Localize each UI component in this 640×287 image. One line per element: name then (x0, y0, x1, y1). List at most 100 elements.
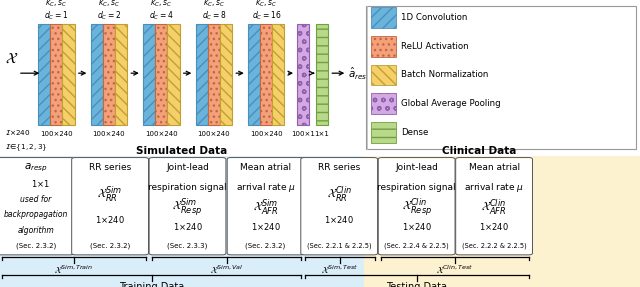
Bar (220, 24, 232, 125)
Text: $1{\times}240$: $1{\times}240$ (251, 221, 280, 232)
Text: $\mathcal{X}^{Clin,Test}$: $\mathcal{X}^{Clin,Test}$ (436, 264, 474, 275)
Bar (371, 122, 396, 143)
Text: Clinical Data: Clinical Data (442, 146, 516, 156)
Text: 100×240: 100×240 (250, 131, 282, 137)
Text: arrival rate $\mu$: arrival rate $\mu$ (236, 181, 296, 194)
FancyBboxPatch shape (227, 158, 304, 255)
Text: $a_{resp}$: $a_{resp}$ (24, 162, 48, 174)
Text: Testing Data: Testing Data (386, 282, 447, 287)
Text: (Sec. 2.2.4 & 2.2.5): (Sec. 2.2.4 & 2.2.5) (384, 243, 449, 249)
Text: $\mathcal{X}^{Sim,Test}$: $\mathcal{X}^{Sim,Test}$ (321, 264, 358, 275)
Text: algorithm: algorithm (17, 226, 54, 235)
Text: (Sec. 2.3.2): (Sec. 2.3.2) (246, 243, 285, 249)
Text: Joint-lead: Joint-lead (396, 163, 438, 172)
Bar (371, 7, 396, 28)
FancyBboxPatch shape (378, 158, 455, 255)
Bar (143, 24, 155, 125)
Text: $1{\times}240$: $1{\times}240$ (324, 214, 354, 225)
Bar (115, 24, 127, 125)
Text: Batch Normalization: Batch Normalization (401, 71, 489, 79)
Text: $k_C, s_C$: $k_C, s_C$ (203, 0, 225, 9)
Text: used for: used for (20, 195, 51, 203)
Text: 100×240: 100×240 (198, 131, 230, 137)
Bar (38, 24, 51, 125)
Bar (207, 24, 220, 125)
Text: Mean atrial: Mean atrial (468, 163, 520, 172)
Text: $\mathcal{X}_{AFR}^{Sim}$: $\mathcal{X}_{AFR}^{Sim}$ (253, 197, 278, 217)
Text: 100×1: 100×1 (291, 131, 316, 137)
Text: $k_C, s_C$: $k_C, s_C$ (255, 0, 277, 9)
Text: $\mathcal{I}{\times}240$: $\mathcal{I}{\times}240$ (5, 128, 31, 137)
Bar (297, 24, 310, 125)
Text: $\mathcal{I}\!\in\!\{1,2,3\}$: $\mathcal{I}\!\in\!\{1,2,3\}$ (5, 142, 48, 153)
Text: arrival rate $\mu$: arrival rate $\mu$ (464, 181, 524, 194)
Text: $1{\times}240$: $1{\times}240$ (402, 221, 431, 232)
Bar (260, 24, 273, 125)
Text: Training Data: Training Data (119, 282, 184, 287)
Text: $d_C = 8$: $d_C = 8$ (202, 9, 226, 22)
Text: $\mathcal{X}_{RR}^{Clin}$: $\mathcal{X}_{RR}^{Clin}$ (326, 184, 352, 203)
Text: 100×240: 100×240 (93, 131, 125, 137)
Text: $d_C = 1$: $d_C = 1$ (44, 9, 68, 22)
Text: Joint-lead: Joint-lead (166, 163, 209, 172)
Bar (364, 156, 640, 287)
Text: (Sec. 2.2.1 & 2.2.5): (Sec. 2.2.1 & 2.2.5) (307, 243, 371, 249)
Text: Simulated Data: Simulated Data (136, 146, 227, 156)
FancyBboxPatch shape (301, 158, 378, 255)
Text: (Sec. 2.3.2): (Sec. 2.3.2) (90, 243, 130, 249)
Text: Dense: Dense (401, 128, 429, 137)
FancyBboxPatch shape (0, 158, 74, 255)
Text: respiration signal: respiration signal (148, 183, 227, 192)
Bar (51, 24, 63, 125)
Text: $k_C, s_C$: $k_C, s_C$ (98, 0, 120, 9)
Bar (91, 24, 102, 125)
FancyBboxPatch shape (149, 158, 226, 255)
Text: $\mathcal{X}^{Sim,Val}$: $\mathcal{X}^{Sim,Val}$ (210, 264, 243, 275)
FancyBboxPatch shape (72, 158, 148, 255)
Bar (371, 65, 396, 85)
Text: 1D Convolution: 1D Convolution (401, 13, 468, 22)
Text: 100×240: 100×240 (40, 131, 72, 137)
Text: $\boldsymbol{\mathcal{X}}$: $\boldsymbol{\mathcal{X}}$ (5, 51, 19, 66)
Text: $k_C, s_C$: $k_C, s_C$ (150, 0, 172, 9)
Text: Global Average Pooling: Global Average Pooling (401, 99, 501, 108)
Text: $k_C, s_C$: $k_C, s_C$ (45, 0, 67, 9)
Text: RR series: RR series (89, 163, 131, 172)
Bar (272, 24, 284, 125)
Text: $\mathcal{X}_{Resp}^{Clin}$: $\mathcal{X}_{Resp}^{Clin}$ (401, 196, 432, 218)
Bar (371, 36, 396, 57)
Text: $\mathcal{X}_{AFR}^{Clin}$: $\mathcal{X}_{AFR}^{Clin}$ (481, 197, 507, 217)
Bar (102, 24, 115, 125)
Bar (371, 93, 396, 114)
Text: $d_C = 16$: $d_C = 16$ (252, 9, 281, 22)
Bar (63, 24, 74, 125)
Text: 100×240: 100×240 (145, 131, 177, 137)
Text: $\mathcal{X}^{Sim,Train}$: $\mathcal{X}^{Sim,Train}$ (54, 264, 93, 275)
FancyBboxPatch shape (456, 158, 532, 255)
Text: $1{\times}240$: $1{\times}240$ (479, 221, 509, 232)
Bar (196, 24, 207, 125)
Text: $1{\times}240$: $1{\times}240$ (173, 221, 202, 232)
Bar (155, 24, 168, 125)
Text: 1×1: 1×1 (314, 131, 330, 137)
FancyBboxPatch shape (366, 6, 636, 149)
Bar (316, 24, 328, 125)
Bar (168, 24, 180, 125)
Text: $1{\times}1$: $1{\times}1$ (21, 178, 51, 189)
Text: $\mathcal{X}_{RR}^{Sim}$: $\mathcal{X}_{RR}^{Sim}$ (97, 184, 123, 203)
Text: RR series: RR series (318, 163, 360, 172)
Text: $\mathcal{X}_{Resp}^{Sim}$: $\mathcal{X}_{Resp}^{Sim}$ (172, 196, 203, 218)
Text: $1{\times}240$: $1{\times}240$ (95, 214, 125, 225)
Text: backpropagation: backpropagation (4, 210, 68, 219)
Text: $\hat{a}_{resp}$: $\hat{a}_{resp}$ (349, 65, 372, 82)
Text: (Sec. 2.2.2 & 2.2.5): (Sec. 2.2.2 & 2.2.5) (461, 243, 527, 249)
Bar (0, 156, 364, 287)
Text: $d_C = 4$: $d_C = 4$ (149, 9, 173, 22)
Bar (248, 24, 260, 125)
Text: respiration signal: respiration signal (378, 183, 456, 192)
Text: (Sec. 2.3.2): (Sec. 2.3.2) (16, 243, 56, 249)
Text: Mean atrial: Mean atrial (240, 163, 291, 172)
Text: ReLU Activation: ReLU Activation (401, 42, 469, 51)
Text: $d_C = 2$: $d_C = 2$ (97, 9, 121, 22)
Text: (Sec. 2.3.3): (Sec. 2.3.3) (167, 243, 208, 249)
